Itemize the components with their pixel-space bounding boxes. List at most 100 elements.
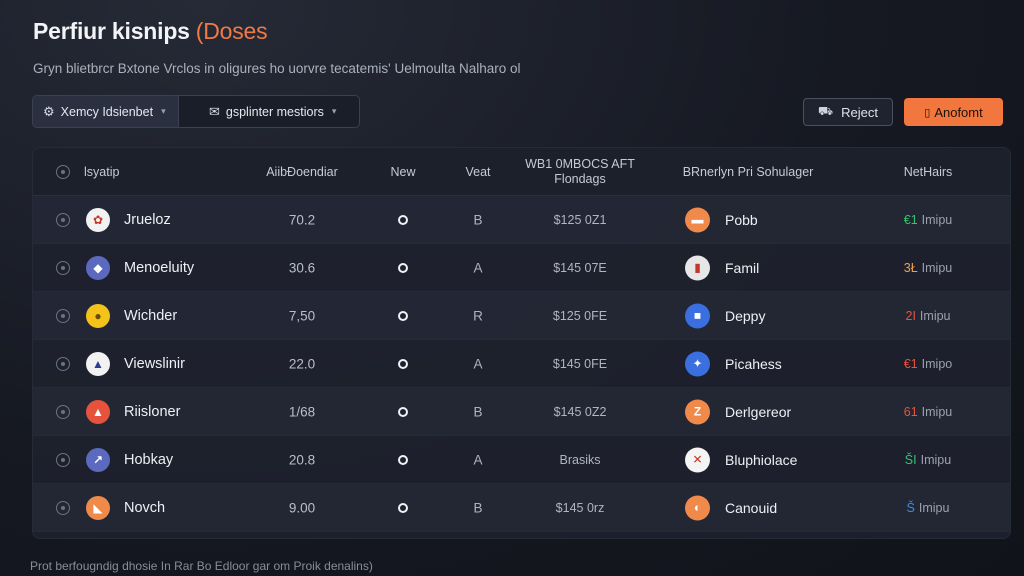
row-score: 20.8 <box>288 452 316 467</box>
row-status-label: Imipu <box>919 308 951 323</box>
row-price: $125 0FE <box>552 308 608 323</box>
row-name: Hobkay <box>124 451 174 468</box>
company-logo-icon: ▲ <box>86 399 110 424</box>
column-header-price[interactable]: WB1 0MBOCS AFT Flondags <box>525 157 635 187</box>
company-logo-icon: ◆ <box>86 255 110 280</box>
row-status-code: €1 <box>903 212 918 227</box>
reject-button-label: Reject <box>841 104 878 120</box>
row-status: 61 Imipu <box>904 405 952 419</box>
table-row[interactable]: ▲ Viewslinir 22.0 A $145 0FE ✦ Picahess … <box>33 340 1010 388</box>
primary-action-button[interactable]: ▯ Anofomt <box>904 98 1003 126</box>
row-provider: Canouid <box>725 499 778 516</box>
row-grade: R <box>473 308 483 323</box>
provider-logo-icon: ✦ <box>685 351 710 376</box>
row-name: Wichder <box>124 307 178 324</box>
page-subtitle: Gryn blietbrcr Bxtone Vrclos in oligures… <box>33 61 521 76</box>
table-row[interactable]: ● Wichder 7,50 R $125 0FE ■ Deppy 2I Imip… <box>33 292 1010 340</box>
row-status-label: Imipu <box>920 452 952 467</box>
reject-button[interactable]: ⛟ Reject <box>803 98 893 126</box>
provider-logo-icon: ✕ <box>685 447 710 472</box>
table-row[interactable]: ✿ Jrueloz 70.2 B $125 0Z1 ▬ Pobb €1 Imipu <box>33 196 1010 244</box>
filter-dropdown-2-label: gsplinter mestiors <box>225 104 324 119</box>
row-select-radio[interactable] <box>56 356 70 371</box>
provider-logo-icon: ▬ <box>685 207 710 232</box>
gear-icon: ⚙ <box>43 103 55 119</box>
row-new-indicator <box>398 262 408 273</box>
row-score: 1/68 <box>288 404 316 419</box>
row-new-indicator <box>398 214 408 225</box>
row-name: Jrueloz <box>124 211 171 228</box>
column-header-price-label: WB1 0MBOCS AFT Flondags <box>525 157 635 186</box>
column-header-name[interactable]: lsyatip <box>84 165 120 179</box>
row-status-code: 3Ł <box>903 260 918 275</box>
row-provider: Bluphiolace <box>725 451 798 468</box>
row-new-indicator <box>398 358 408 369</box>
row-status-code: 61 <box>903 404 918 419</box>
company-logo-icon: ✿ <box>86 207 110 232</box>
company-logo-icon: ● <box>86 303 110 328</box>
provider-logo-icon: ■ <box>685 303 710 328</box>
row-select-radio[interactable] <box>56 404 70 419</box>
row-name: Novch <box>124 499 166 516</box>
row-price: $145 0FE <box>552 356 608 371</box>
status-dot-icon <box>398 358 408 369</box>
filter-dropdown-2[interactable]: ✉ gsplinter mestiors ▾ <box>179 96 359 127</box>
row-score: 7,50 <box>288 308 316 323</box>
table-header: lsyatip AiibĐoendiar New Veat WB1 0MBOCS… <box>33 148 1010 196</box>
status-dot-icon <box>398 454 408 465</box>
row-price: $125 0Z1 <box>553 212 607 227</box>
row-select-radio[interactable] <box>56 260 70 275</box>
filter-dropdown-1-label: Xemcy Idsienbet <box>60 104 154 119</box>
data-table: lsyatip AiibĐoendiar New Veat WB1 0MBOCS… <box>32 147 1011 539</box>
row-status-label: Imipu <box>921 404 953 419</box>
row-select-radio[interactable] <box>56 452 70 467</box>
column-header-grade[interactable]: Veat <box>465 165 491 179</box>
row-name: Riisloner <box>124 403 181 420</box>
footer-note: Prot berfougndig dhosie In Rar Bo Edloor… <box>30 559 373 573</box>
provider-logo-icon: ▮ <box>685 255 710 280</box>
table-row[interactable]: ▲ Riisloner 1/68 B $145 0Z2 Z Derlgereor… <box>33 388 1010 436</box>
status-dot-icon <box>398 406 408 417</box>
column-header-new[interactable]: New <box>390 165 416 179</box>
row-status-label: Imipu <box>921 260 953 275</box>
row-new-indicator <box>398 454 408 465</box>
column-header-score[interactable]: AiibĐoendiar <box>266 165 338 179</box>
page-title-main: Perfiur kisnips <box>33 18 190 44</box>
status-dot-icon <box>398 214 408 225</box>
provider-logo-icon: Z <box>685 399 710 424</box>
row-price: $145 0rz <box>555 500 605 515</box>
row-status-label: Imipu <box>918 500 950 515</box>
row-grade: B <box>473 500 483 515</box>
row-provider: Famil <box>725 259 760 276</box>
column-header-status[interactable]: NetHairs <box>903 165 953 179</box>
row-grade: B <box>473 404 483 419</box>
row-select-radio[interactable] <box>56 308 70 323</box>
row-price: Brasiks <box>559 452 601 467</box>
row-price: $145 0Z2 <box>553 404 607 419</box>
car-icon: ⛟ <box>818 104 834 118</box>
row-select-radio[interactable] <box>56 212 70 227</box>
row-status: 2I Imipu <box>905 309 950 323</box>
row-select-radio[interactable] <box>56 500 70 515</box>
status-dot-icon <box>398 262 408 273</box>
column-header-provider[interactable]: BRnerlyn Pri Sohulager <box>682 165 814 179</box>
page-title-accent: (Doses <box>195 18 268 44</box>
row-provider: Derlgereor <box>725 403 792 420</box>
row-price: $145 07E <box>553 260 607 275</box>
row-grade: B <box>473 212 483 227</box>
primary-action-button-label: Anofomt <box>934 104 983 120</box>
row-name: Menoeluity <box>124 259 195 276</box>
row-status-label: Imipu <box>921 212 953 227</box>
select-all-radio[interactable] <box>56 165 70 179</box>
row-score: 22.0 <box>288 356 316 371</box>
company-logo-icon: ◣ <box>86 495 110 520</box>
filter-dropdown-1[interactable]: ⚙ Xemcy Idsienbet ▾ <box>33 96 179 127</box>
table-row[interactable]: ◣ Novch 9.00 B $145 0rz ◐ Canouid Š Imipu <box>33 484 1010 532</box>
row-status-code: €1 <box>903 356 918 371</box>
row-provider: Picahess <box>725 355 782 372</box>
status-dot-icon <box>398 502 408 513</box>
row-provider: Deppy <box>725 307 766 324</box>
row-grade: A <box>473 260 483 275</box>
table-row[interactable]: ↗ Hobkay 20.8 A Brasiks ✕ Bluphiolace ŠI… <box>33 436 1010 484</box>
table-row[interactable]: ◆ Menoeluity 30.6 A $145 07E ▮ Famil 3Ł I… <box>33 244 1010 292</box>
